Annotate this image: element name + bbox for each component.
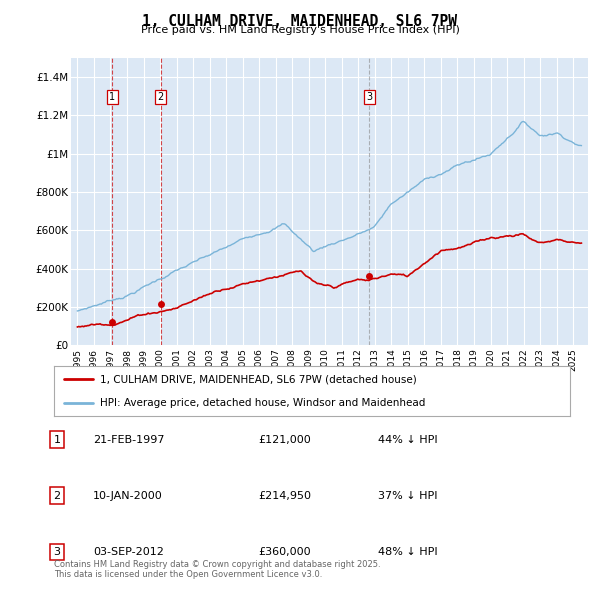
Text: 03-SEP-2012: 03-SEP-2012 bbox=[93, 547, 164, 556]
Text: £360,000: £360,000 bbox=[258, 547, 311, 556]
Text: Price paid vs. HM Land Registry's House Price Index (HPI): Price paid vs. HM Land Registry's House … bbox=[140, 25, 460, 35]
Text: 1: 1 bbox=[53, 435, 61, 444]
Text: 2: 2 bbox=[157, 92, 164, 102]
Text: 48% ↓ HPI: 48% ↓ HPI bbox=[378, 547, 437, 556]
Text: HPI: Average price, detached house, Windsor and Maidenhead: HPI: Average price, detached house, Wind… bbox=[100, 398, 426, 408]
Text: 1: 1 bbox=[109, 92, 116, 102]
Text: £214,950: £214,950 bbox=[258, 491, 311, 500]
Text: 10-JAN-2000: 10-JAN-2000 bbox=[93, 491, 163, 500]
Text: Contains HM Land Registry data © Crown copyright and database right 2025.
This d: Contains HM Land Registry data © Crown c… bbox=[54, 560, 380, 579]
Text: 3: 3 bbox=[53, 547, 61, 556]
Text: 3: 3 bbox=[367, 92, 373, 102]
Text: £121,000: £121,000 bbox=[258, 435, 311, 444]
Text: 2: 2 bbox=[53, 491, 61, 500]
Text: 44% ↓ HPI: 44% ↓ HPI bbox=[378, 435, 437, 444]
Text: 1, CULHAM DRIVE, MAIDENHEAD, SL6 7PW: 1, CULHAM DRIVE, MAIDENHEAD, SL6 7PW bbox=[143, 14, 458, 28]
Text: 1, CULHAM DRIVE, MAIDENHEAD, SL6 7PW (detached house): 1, CULHAM DRIVE, MAIDENHEAD, SL6 7PW (de… bbox=[100, 374, 417, 384]
Text: 21-FEB-1997: 21-FEB-1997 bbox=[93, 435, 164, 444]
Text: 37% ↓ HPI: 37% ↓ HPI bbox=[378, 491, 437, 500]
